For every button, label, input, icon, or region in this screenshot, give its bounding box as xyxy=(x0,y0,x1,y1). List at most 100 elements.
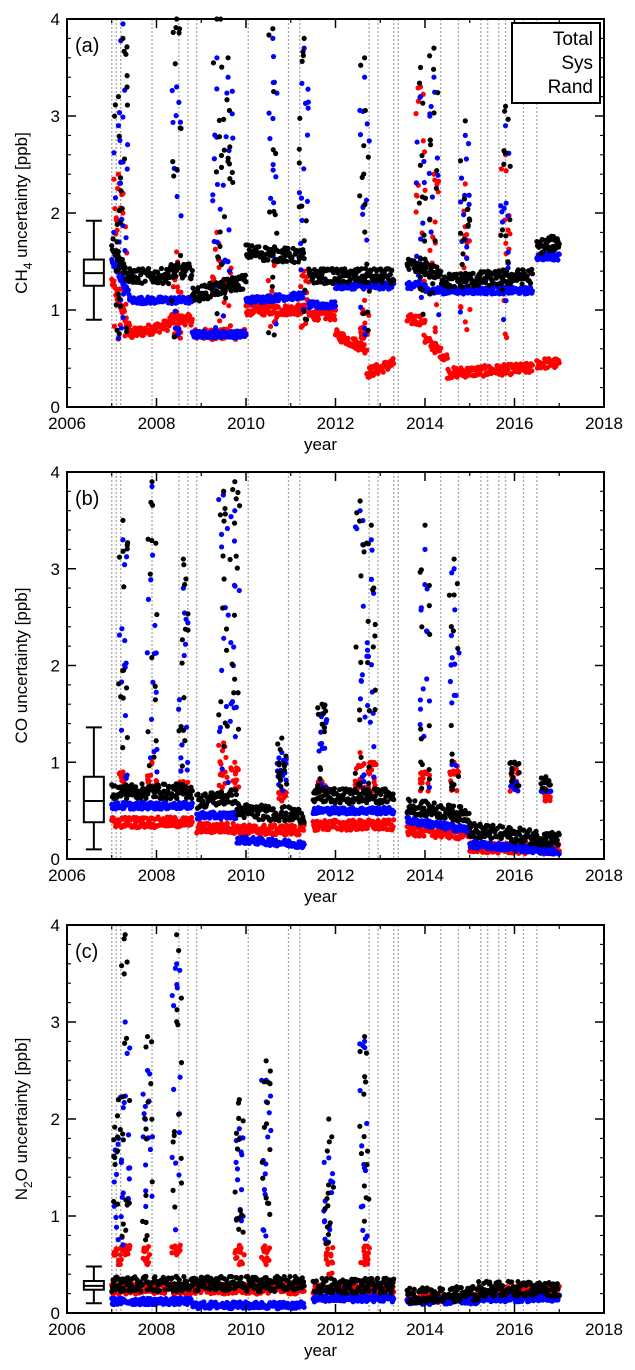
rand-spike-point xyxy=(545,792,551,798)
rand-point xyxy=(111,278,117,284)
total-spike-point xyxy=(359,174,365,180)
sys-spike-point xyxy=(231,538,238,544)
sys-spike-peak xyxy=(361,74,368,80)
sys-spike-point xyxy=(305,105,311,111)
rand-spike-peak xyxy=(431,171,437,177)
sys-spike-peak xyxy=(462,132,468,138)
total-spike-point xyxy=(360,310,367,317)
sys-spike-point xyxy=(182,641,189,647)
total-spike-point xyxy=(430,66,437,72)
rand-point xyxy=(422,317,428,324)
rand-point xyxy=(390,823,396,830)
rand-spike-point xyxy=(123,301,129,307)
total-spike-point xyxy=(419,194,425,200)
rand-spike-point xyxy=(362,320,368,326)
total-point xyxy=(242,272,248,278)
total-point xyxy=(300,250,307,256)
sys-spike-point xyxy=(270,115,276,122)
rand-point xyxy=(345,335,351,341)
rand-spike-point xyxy=(425,780,431,787)
sys-spike-point xyxy=(123,554,130,560)
y-axis-label-subscript: 4 xyxy=(21,262,35,269)
total-point xyxy=(190,285,196,291)
total-point xyxy=(453,271,459,277)
sys-spike-point xyxy=(362,332,368,338)
sys-spike-point xyxy=(456,650,462,656)
rand-point xyxy=(156,329,163,335)
total-point xyxy=(490,279,496,285)
total-spike-point xyxy=(430,281,436,287)
y-tick-label: 4 xyxy=(51,10,60,29)
total-point xyxy=(406,266,412,272)
sys-spike-point xyxy=(120,291,127,297)
rand-spike-point xyxy=(224,774,230,780)
total-point xyxy=(387,271,394,278)
rand-spike-peak xyxy=(361,297,368,303)
total-point xyxy=(270,806,276,812)
rand-spike-point xyxy=(265,278,271,284)
total-spike-point xyxy=(273,150,279,157)
rand-point xyxy=(391,817,397,823)
sys-spike-point xyxy=(317,741,323,747)
sys-spike-point xyxy=(270,167,276,173)
total-point xyxy=(189,272,195,278)
total-spike-point xyxy=(123,51,129,57)
total-spike-point xyxy=(219,64,225,70)
sys-point xyxy=(332,299,338,305)
total-point xyxy=(423,265,429,272)
sys-spike-point xyxy=(426,784,432,790)
rand-spike-point xyxy=(122,333,128,339)
total-spike-point xyxy=(170,272,176,279)
rand-point xyxy=(391,360,397,367)
total-point xyxy=(391,277,397,283)
rand-spike-point xyxy=(303,320,309,327)
total-spike-point xyxy=(221,147,227,153)
total-spike-point xyxy=(124,84,130,90)
total-point xyxy=(233,791,240,798)
sys-spike-point xyxy=(458,199,464,205)
total-spike-point xyxy=(123,325,130,331)
total-point xyxy=(181,272,188,279)
x-tick-label: 2014 xyxy=(406,414,444,433)
sys-spike-point xyxy=(184,767,190,773)
sys-spike-point xyxy=(364,121,370,127)
total-spike-point xyxy=(271,332,277,338)
total-spike-point xyxy=(461,196,468,202)
total-spike-point xyxy=(271,208,277,215)
x-tick-label: 2006 xyxy=(48,414,86,433)
sys-spike-point xyxy=(414,139,420,145)
sys-spike-point xyxy=(123,775,129,781)
total-point xyxy=(459,284,465,290)
rand-spike-point xyxy=(216,742,222,748)
sys-spike-point xyxy=(169,87,175,94)
total-spike-point xyxy=(357,193,363,199)
total-spike-peak xyxy=(462,118,468,124)
chart-panel-2: 2006 2008 2010 2012 2014 2016 2018year01234CO … xyxy=(12,463,623,906)
rand-spike-point xyxy=(148,772,154,778)
sys-spike-point xyxy=(172,308,178,314)
rand-spike-point xyxy=(219,748,226,754)
sys-spike-point xyxy=(111,229,117,235)
sys-spike-point xyxy=(230,135,236,141)
total-point xyxy=(122,264,128,270)
rand-spike-point xyxy=(414,193,420,199)
total-spike-point xyxy=(171,334,177,340)
rand-spike-point xyxy=(467,306,473,313)
sys-spike-point xyxy=(236,587,242,594)
sys-spike-point xyxy=(223,703,230,710)
total-point xyxy=(156,784,162,790)
sys-spike-point xyxy=(366,138,372,144)
sys-spike-point xyxy=(148,577,154,583)
sys-spike-point xyxy=(116,632,123,638)
sys-spike-point xyxy=(150,552,156,558)
sys-spike-point xyxy=(214,181,221,188)
total-point xyxy=(207,280,213,286)
total-point xyxy=(243,279,249,285)
chart-panel-1: 2006 2008 2010 2012 2014 2016 2018year01234CH4… xyxy=(12,10,623,454)
sys-spike-point xyxy=(223,134,229,140)
total-point xyxy=(389,267,395,273)
total-spike-point xyxy=(172,61,178,67)
total-spike-point xyxy=(426,53,433,59)
rand-spike-point xyxy=(413,111,419,117)
